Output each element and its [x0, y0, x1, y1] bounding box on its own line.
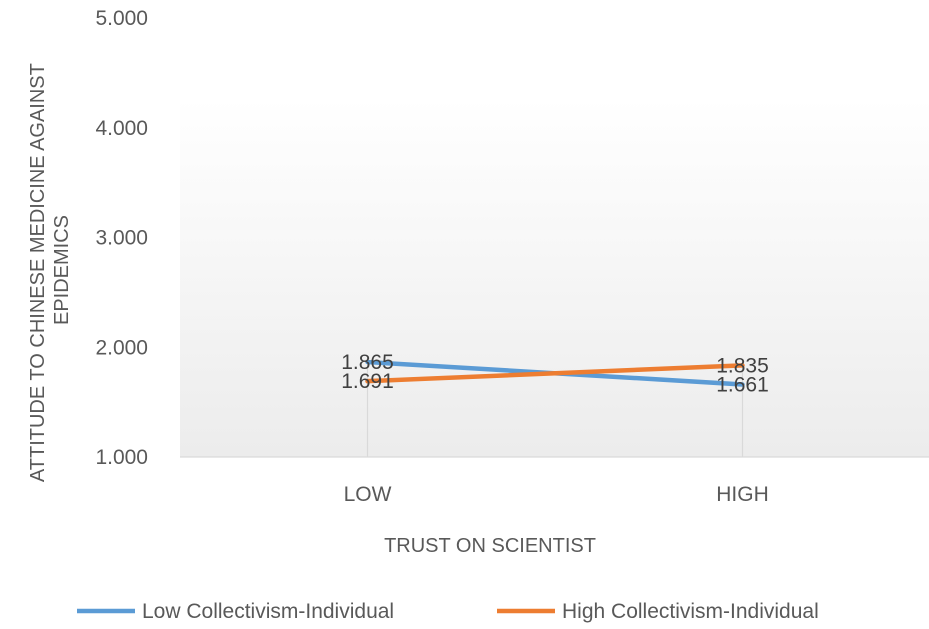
plot-area-background: [180, 97, 929, 457]
data-label: 1.835: [716, 354, 769, 377]
y-tick-label: 4.000: [95, 117, 148, 140]
y-axis-title: ATTITUDE TO CHINESE MEDICINE AGAINST EPI…: [27, 58, 73, 482]
y-tick-label: 1.000: [95, 446, 148, 469]
y-axis-ticks: 1.000 2.000 3.000 4.000 5.000: [95, 7, 148, 469]
data-label: 1.661: [716, 373, 769, 396]
x-axis-title: TRUST ON SCIENTIST: [384, 535, 596, 557]
data-labels: 1.865 1.661 1.691 1.835: [341, 351, 769, 396]
y-tick-label: 2.000: [95, 336, 148, 359]
y-axis-title-line-1: ATTITUDE TO CHINESE MEDICINE AGAINST: [27, 63, 49, 482]
legend: Low Collectivism-Individual High Collecti…: [77, 600, 819, 623]
data-label: 1.865: [341, 351, 394, 374]
data-label: 1.691: [341, 370, 394, 393]
drop-lines: [366, 362, 744, 457]
y-tick-label: 3.000: [95, 227, 148, 250]
series-line: [365, 363, 745, 384]
legend-label: High Collectivism-Individual: [562, 600, 819, 623]
y-tick-label: 5.000: [95, 7, 148, 30]
y-axis-title-line-2: EPIDEMICS: [51, 215, 73, 325]
legend-label: Low Collectivism-Individual: [142, 600, 394, 623]
series-lines: [365, 359, 745, 387]
x-category-label: LOW: [344, 483, 392, 506]
x-axis-categories: LOW HIGH: [344, 483, 769, 506]
x-category-label: HIGH: [716, 483, 769, 506]
